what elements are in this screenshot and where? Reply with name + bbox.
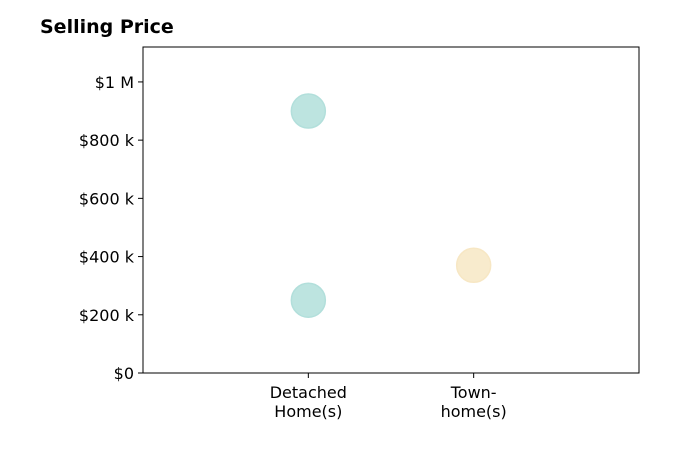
y-tick-label: $400 k <box>79 248 135 267</box>
x-tick-label: Detached <box>270 383 347 402</box>
data-point <box>455 247 492 284</box>
data-point <box>290 282 327 318</box>
y-axis: $0 $200 k $400 k $600 k $800 k $1 M <box>79 73 143 383</box>
x-tick-label: home(s) <box>441 402 507 421</box>
y-tick-label: $800 k <box>79 131 135 150</box>
y-tick-label: $0 <box>114 364 134 383</box>
x-tick-label: Town- <box>450 383 497 402</box>
data-points <box>290 93 492 318</box>
y-tick-label: $1 M <box>95 73 134 92</box>
y-tick-label: $600 k <box>79 189 135 208</box>
y-tick-label: $200 k <box>79 306 135 325</box>
chart-title: Selling Price <box>40 16 174 38</box>
x-tick-label: Home(s) <box>274 402 342 421</box>
plot-area <box>142 46 640 374</box>
data-point <box>290 93 327 129</box>
